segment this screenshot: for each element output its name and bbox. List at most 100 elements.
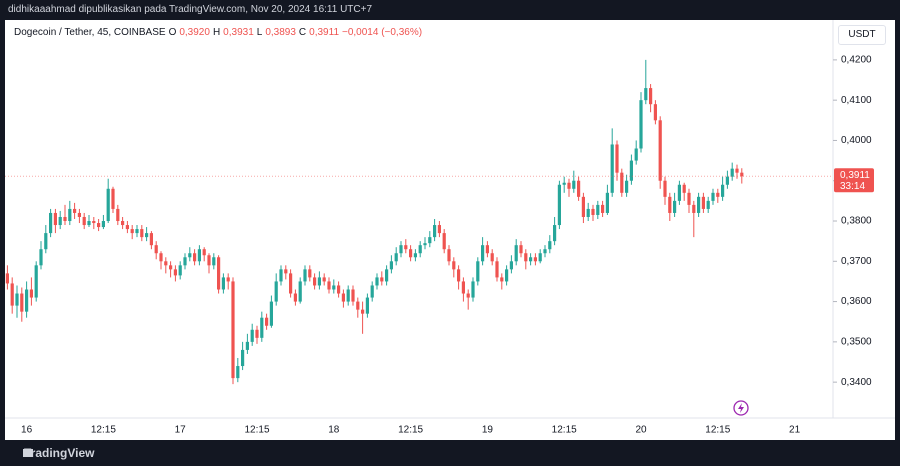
candle-body [221, 277, 225, 290]
candle-body [442, 233, 446, 250]
last-price-label: 0,3911 [840, 170, 870, 181]
candle-body [418, 245, 422, 254]
candle-body [399, 245, 403, 254]
event-icon-bolt [738, 403, 744, 413]
candle-body [77, 212, 81, 217]
ohlc-value: 0,3920 [179, 27, 210, 38]
candle-body [15, 293, 19, 306]
candle-body [241, 349, 245, 367]
candle-body [255, 329, 259, 338]
candle-body [466, 293, 470, 298]
currency-button[interactable]: USDT [838, 25, 886, 45]
candle-body [413, 253, 417, 258]
candle-body [725, 176, 729, 185]
candle-body [193, 253, 197, 262]
candle-body [572, 180, 576, 189]
candle-body [601, 204, 605, 213]
y-tick-label: 0,3700 [841, 256, 872, 267]
candle-body [433, 225, 437, 238]
candle-body [145, 233, 149, 238]
candle-body [49, 212, 53, 234]
candle-body [625, 180, 629, 193]
candle-body [663, 180, 667, 197]
candle-body [514, 245, 518, 262]
y-tick-label: 0,4200 [841, 55, 872, 66]
ohlc-label: L [256, 27, 263, 38]
candle-body [39, 249, 43, 266]
candle-body [178, 265, 182, 276]
candle-body [471, 281, 475, 298]
event-icon[interactable] [733, 400, 749, 416]
candle-body [740, 172, 744, 177]
candle-body [524, 253, 528, 262]
candle-body [605, 192, 609, 213]
candle-body [716, 192, 720, 197]
candle-body [361, 309, 365, 314]
candle-body [620, 172, 624, 193]
candle-body [332, 285, 336, 290]
candle-body [509, 261, 513, 270]
candle-body [10, 283, 14, 306]
symbol-legend: Dogecoin / Tether, 45, COINBASE O 0,3920 H… [14, 27, 422, 38]
candle-body [596, 204, 600, 215]
candle-body [169, 265, 173, 270]
candle-body [231, 281, 235, 379]
candle-body [610, 144, 614, 193]
candle-body [409, 249, 413, 258]
candle-body [538, 253, 542, 262]
candle-body [130, 229, 134, 234]
y-tick-label: 0,3600 [841, 296, 872, 307]
candle-body [519, 245, 523, 254]
candle-body [121, 221, 125, 226]
candle-body [485, 245, 489, 254]
candle-body [370, 285, 374, 298]
candle-body [682, 184, 686, 193]
candle-body [615, 144, 619, 173]
candle-body [202, 249, 206, 256]
candle-body [53, 212, 57, 226]
candle-body [428, 237, 432, 244]
candle-body [82, 216, 86, 226]
candle-body [548, 241, 552, 250]
candle-body [25, 289, 29, 312]
candle-body [481, 245, 485, 262]
candle-body [87, 221, 91, 226]
candle-body [404, 245, 408, 250]
brand-logo [23, 449, 33, 457]
candle-body [159, 253, 163, 262]
candle-body [658, 120, 662, 181]
candle-body [476, 261, 480, 282]
y-tick-label: 0,3800 [841, 216, 872, 227]
x-tick-label: 20 [635, 425, 647, 436]
candle-body [697, 196, 701, 213]
candle-body [706, 200, 710, 209]
candle-body [125, 225, 129, 230]
candle-body [692, 204, 696, 213]
candle-body [265, 317, 269, 326]
chart-background [5, 20, 895, 440]
candle-body [346, 289, 350, 302]
candle-body [389, 261, 393, 270]
candle-body [586, 208, 590, 217]
candle-body [44, 233, 48, 250]
candle-body [226, 277, 230, 282]
candle-body [101, 221, 105, 228]
x-tick-label: 12:15 [398, 425, 423, 436]
candle-body [557, 184, 561, 226]
candle-body [313, 277, 317, 286]
candle-body [92, 221, 96, 224]
candle-body [639, 100, 643, 149]
candle-body [289, 273, 293, 294]
candle-body [164, 261, 168, 266]
candle-body [245, 341, 249, 350]
candle-body [529, 257, 533, 262]
ohlc-value: 0,3893 [265, 27, 296, 38]
candle-body [452, 261, 456, 270]
candle-body [149, 233, 153, 246]
x-tick-label: 12:15 [244, 425, 269, 436]
candle-body [701, 196, 705, 209]
candle-body [581, 196, 585, 217]
symbol: Dogecoin / Tether, 45, COINBASE [14, 27, 166, 38]
candle-body [356, 301, 360, 310]
